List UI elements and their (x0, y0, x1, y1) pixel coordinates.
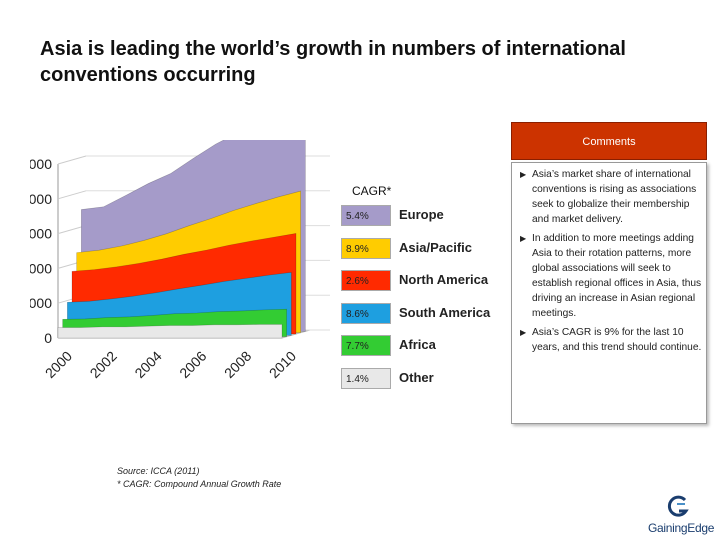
y-tick-label: 4000 (30, 191, 52, 207)
legend-item: 2.6% North America (340, 269, 510, 302)
comments-header: Comments (511, 122, 707, 160)
gridline-depth (57, 190, 87, 200)
legend-label: Other (399, 369, 434, 385)
legend-item: 8.9% Asia/Pacific (340, 237, 510, 270)
comment-text: In addition to more meetings adding Asia… (532, 233, 702, 319)
y-tick-label: 2000 (30, 260, 52, 276)
legend-label: North America (399, 272, 489, 287)
legend-label: Europe (399, 207, 444, 222)
comment-text: Asia’s market share of international con… (532, 169, 697, 225)
comment-item: ▶ In addition to more meetings adding As… (520, 231, 702, 321)
triangle-bullet-icon: ▶ (520, 234, 527, 243)
comment-item: ▶ Asia’s CAGR is 9% for the last 10 year… (520, 325, 702, 355)
x-tick-label: 2008 (221, 348, 254, 381)
cagr-footnote: * CAGR: Compound Annual Growth Rate (117, 479, 282, 489)
cagr-legend-title: CAGR* (352, 184, 392, 198)
triangle-bullet-icon: ▶ (520, 170, 527, 179)
stacked-area-chart: 0 1000 2000 3000 4000 5000 2000 2002 2004 2006 200… (30, 140, 330, 381)
x-tick-label: 2004 (131, 348, 164, 381)
x-tick-label: 2010 (266, 348, 299, 381)
page-title: Asia is leading the world’s growth in nu… (40, 38, 626, 86)
comment-item: ▶ Asia’s market share of international c… (520, 167, 702, 227)
legend-cagr-value: 2.6% (341, 270, 391, 291)
legend-cagr-value: 8.6% (341, 302, 391, 324)
legend-cagr-value: 5.4% (341, 205, 391, 226)
y-tick-label: 1000 (30, 295, 52, 311)
source-note: Source: ICCA (2011) * CAGR: Compound Ann… (117, 465, 281, 491)
triangle-bullet-icon: ▶ (520, 328, 527, 337)
legend-cagr-value: 8.9% (341, 237, 391, 259)
legend-label: Africa (399, 337, 436, 352)
area-other (57, 324, 283, 339)
x-tick-label: 2002 (87, 348, 120, 381)
y-tick-label: 3000 (30, 226, 52, 242)
gridline-depth (57, 155, 87, 165)
logo-text: GainingEdge (648, 521, 715, 535)
g-logo-icon (667, 495, 689, 517)
x-tick-label: 2000 (42, 348, 75, 381)
legend-item: 7.7% Africa (340, 334, 510, 367)
legend-item: 8.6% South America (340, 302, 510, 335)
legend-item: 1.4% Other (340, 367, 510, 400)
y-tick-label: 0 (44, 330, 52, 346)
legend-item: 5.4% Europe (340, 204, 510, 237)
comments-box: ▶ Asia’s market share of international c… (511, 162, 707, 424)
x-tick-label: 2006 (176, 348, 209, 381)
chart-legend: 5.4% Europe 8.9% Asia/Pacific 2.6% North Amer… (340, 204, 510, 399)
legend-label: South America (399, 304, 491, 320)
legend-cagr-value: 7.7% (341, 335, 391, 356)
gainingedge-logo: GainingEdge (645, 495, 717, 539)
comment-text: Asia’s CAGR is 9% for the last 10 years,… (532, 327, 702, 353)
y-tick-label: 5000 (30, 156, 52, 172)
source-line: Source: ICCA (2011) (117, 466, 200, 476)
legend-label: Asia/Pacific (399, 239, 472, 255)
legend-cagr-value: 1.4% (341, 367, 391, 389)
